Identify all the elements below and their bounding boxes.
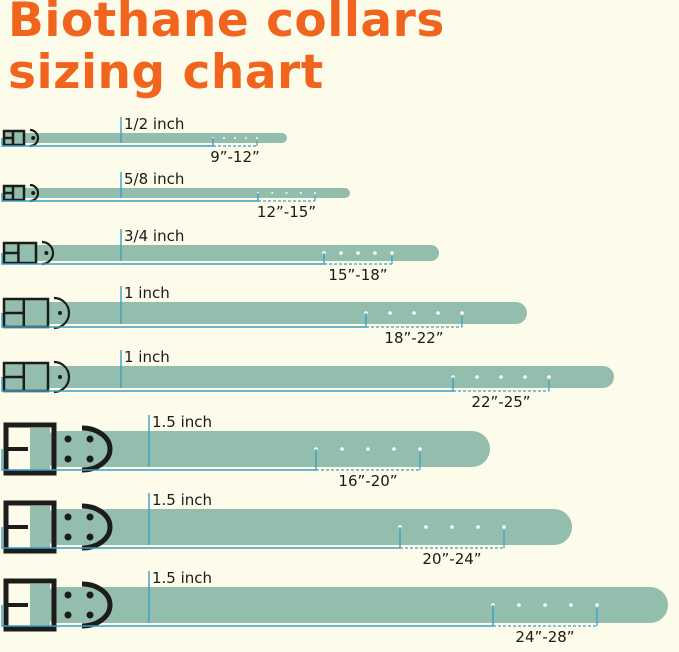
adjustment-hole: [234, 137, 236, 139]
length-bracket: [1, 605, 494, 627]
adjustment-hole: [436, 311, 440, 315]
d-ring-icon: [81, 503, 113, 551]
collar-5: 1 inch 22”-25”: [1, 348, 614, 411]
chart-title-line-2: sizing chart: [8, 45, 324, 100]
adjustment-hole: [388, 311, 392, 315]
strap: [10, 245, 439, 261]
adjustment-hole: [299, 192, 302, 194]
length-bracket: [1, 449, 317, 471]
adjustment-hole: [450, 525, 454, 529]
rivet: [58, 375, 62, 379]
adjustment-hole: [595, 603, 599, 607]
collar-7: 1.5 inch 20”-24”: [1, 491, 572, 568]
adjustment-hole: [340, 447, 344, 451]
adjustment-hole: [373, 251, 377, 255]
adjustment-hole: [502, 525, 506, 529]
buckle-keeper: [30, 428, 50, 470]
adjustment-hole: [271, 192, 274, 194]
rivet: [86, 533, 94, 541]
size-range-label: 22”-25”: [471, 393, 530, 411]
length-bracket: [1, 377, 454, 392]
collar-3: 3/4 inch 15”-18”: [1, 227, 439, 284]
adjustment-hole: [517, 603, 521, 607]
size-range-label: 12”-15”: [257, 203, 316, 221]
adjustment-hole: [547, 375, 551, 379]
d-ring-icon: [41, 240, 55, 266]
size-range-label: 18”-22”: [384, 329, 443, 347]
adjustment-hole: [245, 137, 247, 139]
rivet: [64, 533, 72, 541]
adjustment-hole: [339, 251, 343, 255]
rivet: [86, 435, 94, 443]
size-range-label: 24”-28”: [515, 628, 574, 646]
strap: [40, 431, 490, 467]
collar-6: 1.5 inch 16”-20”: [1, 413, 490, 490]
width-label: 1.5 inch: [152, 491, 212, 509]
length-bracket: [1, 138, 214, 147]
length-bracket: [1, 313, 367, 328]
adjustment-hole: [569, 603, 573, 607]
rivet: [44, 251, 49, 255]
collar-4: 1 inch 18”-22”: [1, 284, 527, 347]
adjustment-hole: [366, 447, 370, 451]
strap: [10, 366, 614, 388]
width-label: 1.5 inch: [152, 413, 212, 431]
size-range-label: 20”-24”: [422, 550, 481, 568]
rivet: [64, 611, 72, 619]
adjustment-hole: [314, 192, 316, 194]
collar-8: 1.5 inch 24”-28”: [1, 569, 668, 646]
length-bracket: [1, 527, 401, 549]
rivet: [31, 136, 36, 140]
adjustment-hole: [424, 525, 428, 529]
width-label: 1.5 inch: [152, 569, 212, 587]
adjustment-hole: [475, 375, 479, 379]
adjustment-hole: [476, 525, 480, 529]
chart-title-line-1: Biothane collars: [8, 0, 445, 48]
adjustment-hole: [460, 311, 464, 315]
strap: [10, 302, 527, 324]
rivet: [86, 455, 94, 463]
adjustment-hole: [412, 311, 416, 315]
rivet: [31, 191, 36, 195]
length-bracket: [1, 193, 259, 202]
size-range-label: 16”-20”: [338, 472, 397, 490]
adjustment-hole: [356, 251, 360, 255]
strap: [40, 509, 572, 545]
width-label: 1/2 inch: [124, 115, 184, 133]
strap: [10, 188, 350, 198]
rivet: [58, 311, 62, 315]
rivet: [64, 591, 72, 599]
width-label: 1 inch: [124, 348, 170, 366]
width-label: 1 inch: [124, 284, 170, 302]
adjustment-hole: [523, 375, 527, 379]
adjustment-hole: [418, 447, 422, 451]
rivet: [64, 513, 72, 521]
strap: [10, 133, 287, 143]
width-label: 3/4 inch: [124, 227, 184, 245]
adjustment-hole: [392, 447, 396, 451]
adjustment-hole: [543, 603, 547, 607]
size-range-label: 9”-12”: [210, 148, 260, 166]
rivet: [86, 591, 94, 599]
width-label: 5/8 inch: [124, 170, 184, 188]
rivet: [86, 513, 94, 521]
collar-2: 5/8 inch 12”-15”: [1, 170, 350, 221]
collar-1: 1/2 inch 9”-12”: [1, 115, 287, 166]
d-ring-icon: [81, 581, 113, 629]
rivet: [64, 435, 72, 443]
rivet: [64, 455, 72, 463]
rivet: [86, 611, 94, 619]
strap: [40, 587, 668, 623]
d-ring-icon: [81, 425, 113, 473]
size-range-label: 15”-18”: [328, 266, 387, 284]
adjustment-hole: [223, 137, 225, 139]
length-bracket: [1, 253, 325, 265]
adjustment-hole: [256, 137, 258, 139]
buckle-keeper: [30, 506, 50, 548]
buckle-keeper: [30, 584, 50, 626]
adjustment-hole: [499, 375, 503, 379]
adjustment-hole: [390, 251, 394, 255]
adjustment-hole: [285, 192, 288, 194]
